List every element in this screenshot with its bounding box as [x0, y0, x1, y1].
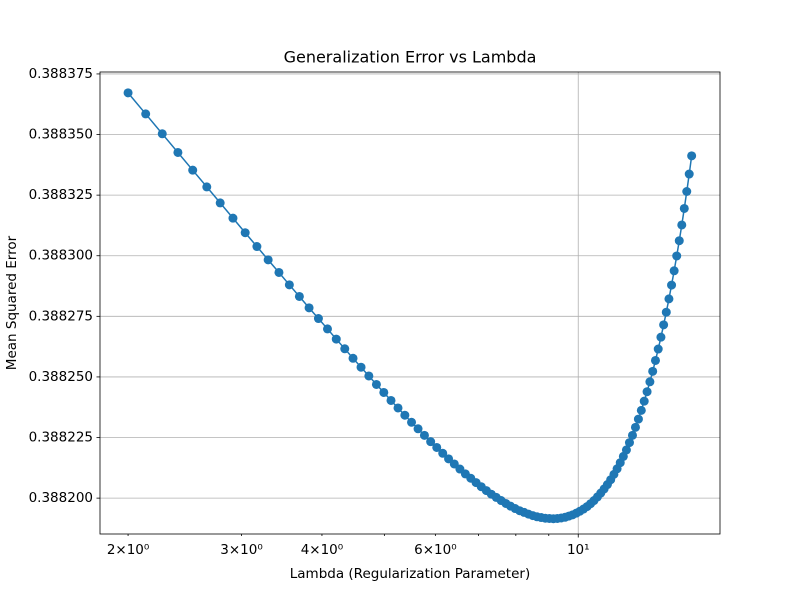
data-point	[648, 366, 658, 376]
data-point	[123, 88, 133, 98]
data-point	[642, 387, 652, 397]
chart-title: Generalization Error vs Lambda	[284, 48, 537, 67]
data-point	[621, 445, 631, 455]
data-point	[284, 280, 294, 290]
data-point	[274, 267, 284, 277]
data-point	[386, 395, 396, 405]
data-point	[240, 228, 250, 238]
y-tick-label: 0.388200	[29, 490, 93, 506]
data-point	[645, 377, 655, 387]
x-tick-label: 6×10⁰	[414, 542, 457, 558]
grid	[100, 72, 720, 534]
data-point	[313, 314, 323, 324]
data-point	[667, 280, 677, 290]
data-point	[371, 379, 381, 389]
data-point	[340, 344, 350, 354]
data-point	[656, 332, 666, 342]
data-point	[252, 242, 262, 252]
data-point	[630, 422, 640, 432]
x-tick-label: 10¹	[567, 542, 590, 558]
data-point	[438, 448, 448, 458]
data-point	[627, 430, 637, 440]
y-tick-label: 0.388375	[29, 66, 93, 82]
data-point	[348, 353, 358, 363]
data-point	[322, 324, 332, 334]
y-axis-label: Mean Squared Error	[4, 235, 20, 370]
data-point	[407, 417, 417, 427]
x-tick-label: 4×10⁰	[301, 542, 344, 558]
data-point	[419, 430, 429, 440]
x-tick-label: 3×10⁰	[220, 542, 263, 558]
data-point	[379, 387, 389, 397]
y-tick-label: 0.388300	[29, 248, 93, 264]
data-point	[141, 109, 151, 119]
data-point	[432, 442, 442, 452]
ticks: 0.388200 0.388225 0.388250 0.388275 0.388300…	[29, 66, 590, 558]
data-point	[400, 410, 410, 420]
y-tick-label: 0.388350	[29, 127, 93, 143]
data-point	[294, 291, 304, 301]
data-point	[633, 414, 643, 424]
data-point	[669, 266, 679, 276]
data-point	[624, 438, 634, 448]
data-point	[426, 437, 436, 447]
data-point	[393, 403, 403, 413]
data-point	[304, 303, 314, 313]
data-point	[413, 424, 423, 434]
data-point	[364, 371, 374, 381]
data-point	[215, 198, 225, 208]
data-point	[687, 151, 697, 161]
data-point	[639, 396, 649, 406]
data-point	[228, 213, 238, 223]
data-point	[682, 186, 692, 196]
y-tick-label: 0.388275	[29, 308, 93, 324]
axes-frame	[99, 71, 721, 535]
data-point	[636, 405, 646, 415]
data-point	[263, 255, 273, 265]
y-tick-label: 0.388325	[29, 187, 93, 203]
y-tick-label: 0.388225	[29, 430, 93, 446]
data-point	[664, 294, 674, 304]
data-point	[650, 355, 660, 365]
data-point	[356, 362, 366, 372]
x-tick-label: 2×10⁰	[107, 542, 150, 558]
data-point	[684, 169, 694, 179]
y-tick-label: 0.388250	[29, 369, 93, 385]
data-point	[331, 334, 341, 344]
data-point	[173, 147, 183, 157]
data-point	[653, 344, 663, 354]
x-axis-label: Lambda (Regularization Parameter)	[290, 566, 530, 582]
data-point	[157, 129, 167, 139]
plot-area	[123, 88, 697, 524]
data-point	[188, 165, 198, 175]
data-point	[672, 251, 682, 261]
data-point	[679, 203, 689, 213]
data-point	[202, 182, 212, 192]
data-point	[659, 320, 669, 330]
data-point	[674, 236, 684, 246]
data-point	[661, 307, 671, 317]
data-point	[677, 220, 687, 230]
